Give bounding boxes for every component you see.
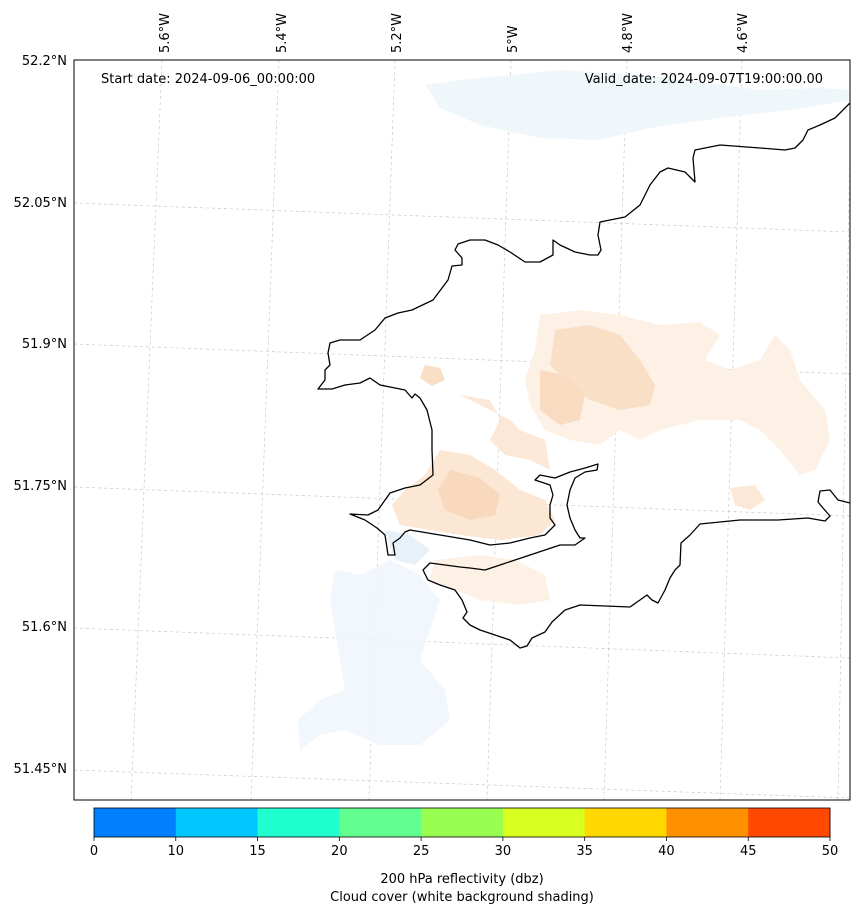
colorbar-label-line2: Cloud cover (white background shading) [330,890,594,905]
lon-label: 5.2°W [390,13,405,53]
start-date-label: Start date: 2024-09-06_00:00:00 [101,72,315,87]
colorbar-swatch [502,808,586,837]
lat-label: 52.05°N [14,196,67,211]
lat-label: 51.6°N [22,620,67,635]
lon-label: 4.6°W [736,13,751,53]
longitude-labels: 5.6°W 5.4°W 5.2°W 5°W 4.8°W 4.6°W [158,13,751,53]
colorbar-tick-label: 15 [249,844,266,859]
lat-label: 52.2°N [22,54,67,69]
colorbar-frame [93,807,831,838]
valid-date-label: Valid_date: 2024-09-07T19:00:00.00 [585,72,823,87]
lon-label: 5.4°W [275,13,290,53]
plot-frame [73,59,851,801]
colorbar-tick-label: 35 [576,844,593,859]
colorbar-tick-label: 45 [740,844,757,859]
latitude-labels: 52.2°N 52.05°N 51.9°N 51.75°N 51.6°N 51.… [14,54,67,777]
reflectivity-shading-orange [392,310,830,605]
coastline [317,102,850,649]
colorbar-swatch [421,808,504,837]
colorbar-swatch [175,808,259,837]
colorbar-tick-label: 40 [658,844,675,859]
graticule [74,60,850,800]
colorbar-swatch [748,808,831,837]
colorbar-tick-label: 0 [90,844,98,859]
lon-label: 4.8°W [621,13,636,53]
lat-label: 51.75°N [14,479,67,494]
meridian-4.4w [837,149,850,800]
lat-label: 51.9°N [22,337,67,352]
colorbar-swatch [257,808,340,837]
lon-label: 5.6°W [158,13,173,53]
cloud-shading-blue [298,70,850,750]
colorbar: 0 10 15 20 25 30 35 40 45 50 200 hPa reflectivity… [90,807,838,905]
colorbar-tick-label: 20 [331,844,348,859]
colorbar-swatches [94,808,831,837]
colorbar-swatch [666,808,749,837]
colorbar-tick-label: 10 [168,844,185,859]
colorbar-ticks: 0 10 15 20 25 30 35 40 45 50 [90,837,838,859]
coastline-north [317,102,850,649]
colorbar-swatch [94,808,177,837]
colorbar-swatch [339,808,422,837]
colorbar-tick-label: 50 [822,844,839,859]
colorbar-label-line1: 200 hPa reflectivity (dbz) [380,872,543,887]
colorbar-tick-label: 30 [495,844,512,859]
colorbar-tick-label: 25 [413,844,430,859]
plot-area [74,60,850,800]
lat-label: 51.45°N [14,762,67,777]
colorbar-swatch [584,808,667,837]
lon-label: 5°W [506,25,521,53]
